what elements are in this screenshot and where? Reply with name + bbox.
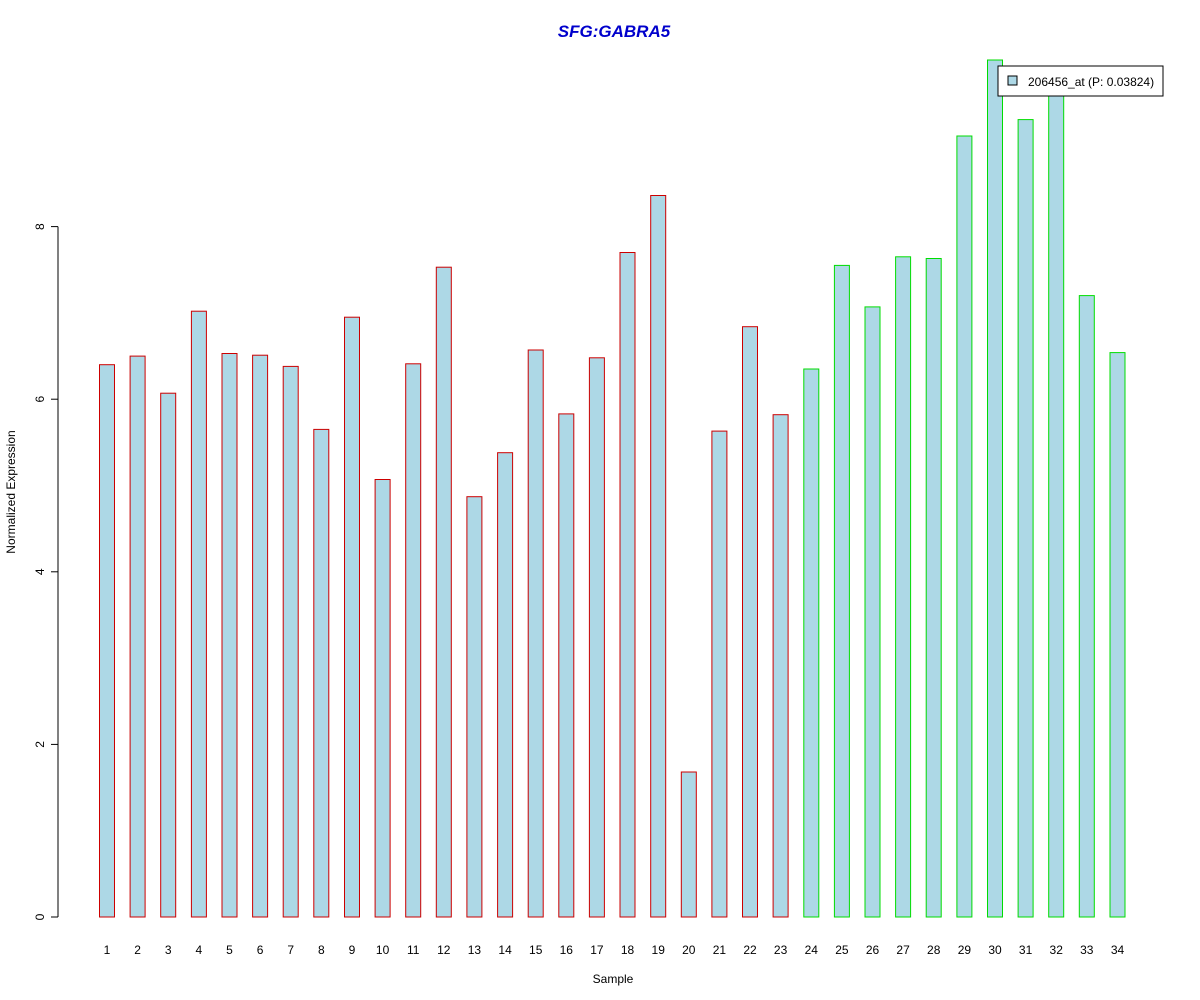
bar [497,452,514,918]
x-tick-label: 10 [376,943,390,957]
x-tick-labels: 1 2 3 4 5 6 7 8 9 10 11 12 13 14 15 16 17 18 19 20 21 22 23 24 2… [104,943,1125,957]
bar [190,310,207,918]
x-tick-label: 14 [498,943,512,957]
bar [129,355,146,918]
bar [588,357,605,918]
bar [864,306,881,918]
x-tick-label: 32 [1050,943,1064,957]
x-tick-label: 33 [1080,943,1094,957]
bar [987,59,1003,918]
bar [99,364,115,918]
bar [619,252,636,918]
bar [895,256,912,918]
bar [374,479,391,918]
x-tick-label: 25 [835,943,849,957]
x-tick-label: 5 [226,943,233,957]
x-tick-label: 20 [682,943,696,957]
x-tick-label: 27 [896,943,910,957]
bar [160,392,177,918]
legend-box [997,65,1164,97]
x-tick-label: 16 [560,943,574,957]
y-tick-label: 8 [33,223,47,230]
x-tick-label: 1 [104,943,111,957]
x-tick-label: 29 [958,943,972,957]
y-axis-title: Normalized Expression [4,430,18,553]
x-tick-label: 12 [437,943,451,957]
x-tick-label: 8 [318,943,325,957]
bar [650,195,667,918]
y-axis: 0 2 4 6 8 [33,223,59,920]
bar [466,496,483,918]
x-tick-label: 26 [866,943,880,957]
x-tick-label: 4 [196,943,203,957]
bar [711,430,728,918]
bar [1109,352,1126,918]
x-tick-label: 34 [1111,943,1125,957]
bar [833,264,850,918]
bar [1048,92,1065,918]
x-tick-label: 30 [988,943,1002,957]
x-tick-label: 24 [805,943,819,957]
x-tick-label: 3 [165,943,172,957]
bar [221,353,238,918]
x-tick-label: 22 [743,943,757,957]
y-tick-label: 0 [33,913,47,920]
y-tick-label: 2 [33,741,47,748]
bar [1078,295,1095,918]
x-tick-label: 28 [927,943,941,957]
x-tick-label: 9 [349,943,356,957]
bar [405,363,422,918]
legend: 206456_at (P: 0.03824) [997,65,1164,97]
bar [680,771,697,918]
x-tick-label: 15 [529,943,543,957]
bar [956,135,973,918]
x-tick-label: 7 [287,943,294,957]
chart-title: SFG:GABRA5 [558,22,671,41]
y-tick-label: 4 [33,568,47,575]
bar [1017,119,1034,918]
x-tick-label: 21 [713,943,727,957]
bar [925,258,942,918]
bar [803,368,820,918]
y-tick-label: 6 [33,396,47,403]
bars-group [99,59,1126,918]
x-tick-label: 18 [621,943,635,957]
bar [313,428,330,918]
x-tick-label: 11 [407,943,420,957]
legend-label: 206456_at (P: 0.03824) [1028,75,1154,89]
legend-swatch [1007,75,1018,86]
x-tick-label: 17 [590,943,604,957]
x-tick-label: 19 [652,943,666,957]
bar [742,326,758,918]
bar [558,413,575,918]
x-axis-title: Sample [593,972,634,986]
x-tick-label: 23 [774,943,788,957]
x-tick-label: 2 [134,943,141,957]
bar [252,354,269,918]
bar [282,365,299,918]
bar [435,266,452,918]
bar [772,414,789,918]
bar [527,349,544,918]
x-tick-label: 31 [1019,943,1033,957]
bar [344,316,360,918]
x-tick-label: 6 [257,943,264,957]
x-tick-label: 13 [468,943,482,957]
